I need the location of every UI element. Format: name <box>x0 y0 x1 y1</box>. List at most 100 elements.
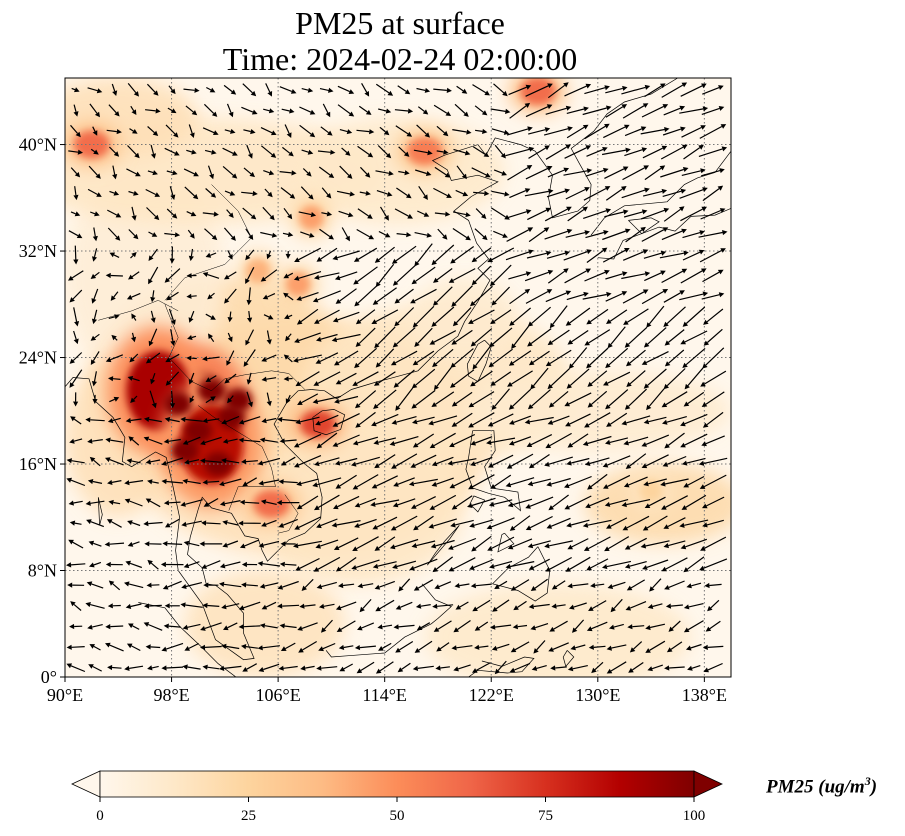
colorbar-tick-label: 0 <box>96 808 104 824</box>
wind-arrow <box>355 327 376 347</box>
wind-arrow <box>470 328 493 347</box>
wind-arrow <box>549 620 568 632</box>
wind-arrow <box>625 453 647 469</box>
wind-arrow <box>280 187 296 199</box>
wind-arrow <box>470 436 493 446</box>
wind-arrow <box>109 252 120 258</box>
wind-arrow <box>661 391 688 408</box>
wind-arrow <box>702 644 724 650</box>
wind-arrow <box>285 394 291 404</box>
longitude-ticks: 90°E 98°E 106°E 114°E 122°E 130°E 138°E <box>47 677 727 705</box>
wind-arrow <box>456 85 468 94</box>
wind-arrow <box>298 640 318 653</box>
wind-arrow <box>490 624 512 630</box>
wind-arrow <box>339 165 353 179</box>
wind-arrow <box>126 643 141 652</box>
wind-arrow <box>296 495 319 510</box>
wind-arrow <box>566 519 590 528</box>
wind-arrow <box>376 190 393 197</box>
wind-arrow <box>563 249 592 261</box>
wind-arrow <box>643 478 667 487</box>
wind-arrow <box>640 540 670 549</box>
wind-arrow <box>582 435 612 446</box>
wind-arrow <box>168 85 176 95</box>
wind-arrow <box>686 582 702 589</box>
wind-arrow <box>435 665 450 671</box>
wind-arrow <box>352 371 379 386</box>
wind-arrow <box>87 624 103 630</box>
wind-arrow <box>533 640 546 654</box>
wind-arrow <box>394 208 413 219</box>
wind-arrow <box>455 601 469 610</box>
wind-arrow <box>281 456 296 466</box>
wind-arrow <box>110 291 119 301</box>
wind-arrow <box>356 129 375 135</box>
wind-arrow <box>414 640 433 653</box>
wind-arrow <box>474 644 489 650</box>
coastline <box>427 525 460 566</box>
wind-arrow <box>564 83 592 97</box>
wind-arrow <box>127 520 141 527</box>
wind-arrow <box>319 228 334 240</box>
wind-arrow <box>147 559 159 570</box>
wind-arrow <box>622 515 650 531</box>
wind-arrow <box>416 124 430 138</box>
wind-arrow <box>186 355 197 361</box>
wind-arrow <box>701 391 725 407</box>
wind-arrow <box>283 207 293 220</box>
wind-arrow <box>224 271 237 280</box>
wind-arrow <box>528 227 550 243</box>
pm25-haze-blob <box>65 171 225 385</box>
wind-arrow <box>112 165 118 180</box>
wind-arrow <box>374 246 395 263</box>
wind-arrow <box>527 389 551 410</box>
coastline <box>497 532 515 553</box>
wind-arrow <box>222 520 239 526</box>
wind-arrow <box>331 333 361 343</box>
wind-arrow <box>491 643 510 651</box>
wind-arrow <box>428 518 457 529</box>
pm25-haze-blob <box>424 583 691 677</box>
wind-arrow <box>70 211 81 217</box>
wind-arrow <box>567 583 589 589</box>
wind-arrow <box>622 249 649 261</box>
wind-arrow <box>488 499 513 507</box>
wind-arrow <box>415 603 431 609</box>
wind-arrow <box>450 369 475 388</box>
wind-arrow <box>164 147 180 156</box>
wind-arrow <box>488 348 513 368</box>
wind-arrow <box>73 186 79 201</box>
wind-arrow <box>186 149 197 155</box>
wind-arrow <box>238 624 261 630</box>
wind-arrow <box>283 272 294 279</box>
wind-arrow <box>181 582 203 589</box>
wind-arrow <box>509 515 531 531</box>
wind-arrow <box>108 314 120 320</box>
wind-arrow <box>371 475 398 489</box>
wind-arrow <box>143 436 163 445</box>
wind-arrow <box>701 292 725 300</box>
wind-arrow <box>281 108 295 114</box>
wind-arrow <box>451 645 473 651</box>
coastline <box>491 546 551 602</box>
wind-arrow <box>182 664 201 670</box>
wind-arrow <box>200 622 222 631</box>
wind-arrow <box>679 291 709 301</box>
wind-arrow <box>486 517 515 530</box>
wind-arrow <box>261 417 277 424</box>
wind-arrow <box>295 416 320 425</box>
colorbar-tick-label: 100 <box>683 808 706 824</box>
wind-arrow <box>189 395 195 403</box>
wind-arrow <box>375 83 394 96</box>
wind-arrow <box>260 231 278 238</box>
wind-arrow <box>130 395 138 403</box>
wind-arrow <box>491 388 510 411</box>
wind-arrow <box>487 247 515 263</box>
wind-arrow <box>661 495 688 510</box>
wind-arrow <box>180 602 203 608</box>
wind-arrow <box>489 327 513 348</box>
wind-arrow <box>545 432 572 449</box>
wind-arrow <box>128 229 139 240</box>
wind-arrow <box>266 250 272 260</box>
wind-arrow <box>509 307 531 326</box>
